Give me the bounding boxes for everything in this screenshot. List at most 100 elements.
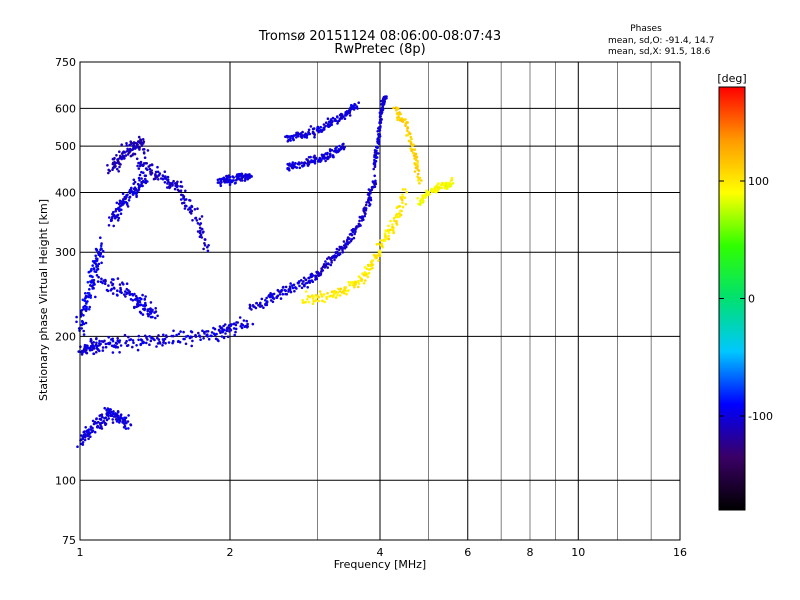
echo-point xyxy=(335,247,339,251)
echo-point xyxy=(138,310,142,314)
echo-point xyxy=(142,307,145,311)
echo-point xyxy=(146,312,149,316)
echo-point xyxy=(155,345,158,348)
echo-point xyxy=(202,247,205,251)
chart-title: Tromsø 20151124 08:06:00-08:07:43 xyxy=(258,29,501,44)
echo-point xyxy=(215,332,218,336)
echo-point xyxy=(103,282,107,286)
echo-point xyxy=(327,120,331,124)
echo-point xyxy=(118,199,122,203)
echo-point xyxy=(363,271,367,274)
echo-point xyxy=(395,212,399,216)
echo-point xyxy=(354,230,357,233)
echo-point xyxy=(304,278,308,282)
echo-point xyxy=(119,212,123,215)
echo-point xyxy=(305,158,308,161)
echo-point xyxy=(361,216,365,219)
echo-point xyxy=(401,205,405,209)
echo-point xyxy=(440,181,444,185)
echo-point xyxy=(115,293,119,297)
echo-point xyxy=(230,180,234,183)
echo-point xyxy=(82,305,85,309)
echo-point xyxy=(414,163,417,166)
echo-point xyxy=(376,146,379,149)
echo-point xyxy=(98,339,101,343)
echo-point xyxy=(393,219,396,223)
echo-point xyxy=(297,280,301,283)
echo-point xyxy=(117,216,121,220)
echo-point xyxy=(362,207,366,211)
echo-point xyxy=(427,191,431,195)
echo-point xyxy=(118,205,122,208)
echo-point xyxy=(395,206,399,209)
echo-point xyxy=(136,348,140,352)
echo-point xyxy=(289,282,292,285)
echo-point xyxy=(397,113,400,117)
echo-point xyxy=(157,334,160,337)
echo-point xyxy=(171,340,175,343)
echo-point xyxy=(389,219,392,223)
echo-point xyxy=(234,181,237,185)
echo-point xyxy=(80,323,83,327)
echo-point xyxy=(133,187,136,191)
echo-point xyxy=(206,330,210,333)
echo-point xyxy=(449,184,453,188)
echo-point xyxy=(89,284,92,287)
echo-point xyxy=(128,188,132,192)
echo-point xyxy=(189,330,193,333)
echo-point xyxy=(324,260,327,263)
echo-point xyxy=(329,153,332,157)
echo-point xyxy=(99,254,102,258)
echo-point xyxy=(313,160,317,163)
echo-point xyxy=(203,332,206,335)
echo-point xyxy=(268,295,272,299)
x-tick-label: 4 xyxy=(377,546,384,559)
echo-point xyxy=(226,329,229,332)
echo-point xyxy=(384,229,388,232)
echo-point xyxy=(75,320,78,324)
echo-point xyxy=(331,116,335,120)
echo-point xyxy=(416,165,419,168)
echo-point xyxy=(307,279,311,283)
echo-point xyxy=(338,294,342,297)
echo-point xyxy=(217,181,220,184)
echo-point xyxy=(190,204,193,208)
echo-point xyxy=(121,192,125,196)
echo-point xyxy=(147,314,150,318)
echo-point xyxy=(304,300,307,304)
echo-point xyxy=(83,436,87,439)
echo-point xyxy=(91,264,94,267)
echo-point xyxy=(401,195,405,199)
echo-point xyxy=(401,188,405,191)
x-tick-label: 1 xyxy=(77,546,84,559)
echo-point xyxy=(128,290,131,294)
echo-point xyxy=(303,161,307,164)
echo-point xyxy=(301,282,304,285)
echo-point xyxy=(89,296,92,299)
echo-point xyxy=(194,216,198,220)
echo-point xyxy=(312,274,315,277)
echo-point xyxy=(96,420,100,424)
echo-point xyxy=(183,207,187,210)
echo-point xyxy=(265,296,268,300)
echo-point xyxy=(387,231,391,235)
echo-point xyxy=(202,337,205,340)
echo-point xyxy=(191,339,194,343)
echo-point xyxy=(138,173,142,177)
echo-point xyxy=(399,112,402,116)
echo-point xyxy=(335,149,339,153)
echo-point xyxy=(118,201,122,205)
echo-point xyxy=(318,290,322,293)
echo-point xyxy=(241,323,245,327)
echo-point xyxy=(357,222,361,226)
echo-point xyxy=(320,295,324,298)
echo-point xyxy=(119,154,122,158)
echo-point xyxy=(154,175,157,178)
echo-point xyxy=(317,299,320,303)
echo-point xyxy=(348,114,352,117)
echo-point xyxy=(124,416,128,420)
echo-point xyxy=(406,121,409,124)
echo-point xyxy=(414,155,418,159)
echo-point xyxy=(104,416,108,420)
echo-point xyxy=(220,335,224,338)
